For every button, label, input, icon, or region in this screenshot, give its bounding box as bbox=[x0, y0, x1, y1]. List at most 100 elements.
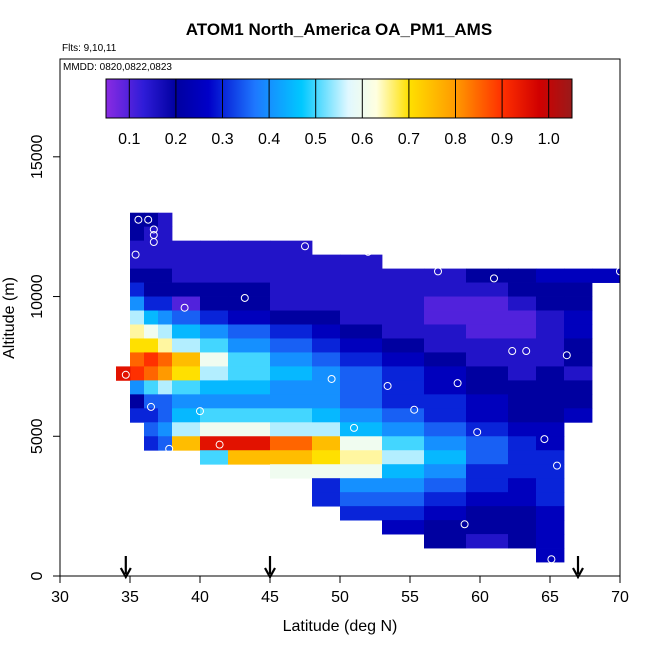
heatmap-cell bbox=[564, 352, 593, 367]
heatmap-cell bbox=[382, 366, 425, 381]
heatmap-cell bbox=[508, 394, 537, 409]
x-tick-label: 35 bbox=[121, 589, 139, 606]
heatmap-cell bbox=[228, 422, 271, 437]
heatmap-cell bbox=[200, 366, 229, 381]
heatmap-cell bbox=[466, 520, 509, 535]
heatmap-cell bbox=[200, 394, 229, 409]
heatmap-cell bbox=[340, 506, 383, 521]
heatmap-cell bbox=[228, 240, 271, 256]
heatmap-cell bbox=[340, 296, 383, 311]
sample-marker bbox=[350, 423, 358, 432]
heatmap-cell bbox=[536, 464, 565, 479]
heatmap-cell bbox=[382, 310, 425, 325]
heatmap-cell bbox=[424, 506, 467, 521]
heatmap-cell bbox=[312, 408, 341, 423]
colorbar-tick-label: 0.5 bbox=[305, 131, 327, 148]
heatmap-cell bbox=[312, 422, 341, 437]
heatmap-cell bbox=[172, 422, 201, 437]
heatmap-cell bbox=[564, 366, 593, 381]
heatmap-cell bbox=[424, 310, 467, 325]
heatmap-cell bbox=[144, 352, 159, 367]
heatmap-cell bbox=[158, 324, 173, 339]
heatmap-cell bbox=[130, 338, 145, 353]
heatmap-cell bbox=[536, 548, 565, 563]
sample-marker bbox=[490, 274, 498, 283]
sample-marker bbox=[131, 250, 140, 259]
heatmap-cell bbox=[466, 352, 509, 367]
heatmap-cell bbox=[424, 394, 467, 409]
sample-marker bbox=[453, 379, 462, 388]
heatmap-cell bbox=[270, 408, 313, 423]
heatmap-cell bbox=[228, 380, 271, 395]
heatmap-cell bbox=[172, 352, 201, 367]
heatmap-cell bbox=[144, 366, 159, 381]
heatmap-cell bbox=[312, 268, 341, 283]
heatmap-cell bbox=[144, 226, 159, 242]
heatmap-cell bbox=[172, 240, 201, 256]
heatmap-cell bbox=[200, 436, 229, 451]
heatmap-cell bbox=[466, 534, 509, 549]
heatmap-cell bbox=[424, 366, 467, 381]
heatmap-cell bbox=[424, 408, 467, 423]
heatmap-cell bbox=[424, 268, 467, 283]
heatmap-cell bbox=[144, 324, 159, 339]
heatmap-cell bbox=[158, 254, 173, 269]
colorbar-tick-label: 1.0 bbox=[538, 131, 560, 148]
heatmap-cell bbox=[200, 450, 229, 465]
flight-arrow-head bbox=[264, 567, 276, 580]
heatmap-cell bbox=[508, 268, 537, 283]
heatmap-cell bbox=[312, 254, 341, 269]
heatmap-cell bbox=[144, 436, 159, 451]
heatmap-cell bbox=[172, 436, 201, 451]
sample-marker bbox=[134, 215, 143, 224]
heatmap-cell bbox=[382, 296, 425, 311]
heatmap-cell bbox=[592, 268, 621, 283]
heatmap-cell bbox=[144, 338, 159, 353]
x-tick-label: 70 bbox=[611, 589, 629, 606]
sample-marker bbox=[508, 347, 517, 356]
heatmap-cell bbox=[130, 212, 145, 228]
heatmap-cell bbox=[130, 296, 145, 311]
heatmap-cell bbox=[312, 366, 341, 381]
flight-arrow-head bbox=[572, 567, 584, 580]
heatmap-cell bbox=[270, 310, 313, 325]
heatmap-cell bbox=[270, 268, 313, 283]
heatmap-cell bbox=[228, 296, 271, 311]
heatmap-cell bbox=[382, 338, 425, 353]
heatmap-cell bbox=[270, 366, 313, 381]
heatmap-cell bbox=[130, 408, 145, 423]
x-tick-label: 60 bbox=[471, 589, 489, 606]
heatmap-cell bbox=[536, 534, 565, 549]
dates-note: MMDD: 0820,0822,0823 bbox=[63, 62, 172, 73]
heatmap-cell bbox=[340, 492, 383, 507]
heatmap-cell bbox=[270, 450, 313, 465]
heatmap-cell bbox=[228, 254, 271, 269]
heatmap-cell bbox=[312, 436, 341, 451]
sample-marker bbox=[121, 370, 130, 379]
sample-marker bbox=[547, 555, 556, 564]
heatmap-cell bbox=[200, 352, 229, 367]
sample-marker bbox=[196, 407, 204, 416]
heatmap-cell bbox=[228, 450, 271, 465]
heatmap-cell bbox=[466, 436, 509, 451]
heatmap-cell bbox=[130, 380, 145, 395]
heatmap-cell bbox=[466, 422, 509, 437]
heatmap-cell bbox=[382, 394, 425, 409]
heatmap-cell bbox=[382, 422, 425, 437]
heatmap-cell bbox=[564, 282, 593, 297]
heatmap-cell bbox=[228, 324, 271, 339]
heatmap-cell bbox=[536, 408, 565, 423]
sample-marker bbox=[460, 520, 469, 529]
heatmap-cell bbox=[200, 338, 229, 353]
flights-note: Flts: 9,10,11 bbox=[62, 43, 117, 54]
heatmap-cell bbox=[270, 394, 313, 409]
heatmap-cell bbox=[172, 380, 201, 395]
heatmap-cell bbox=[466, 380, 509, 395]
heatmap-cell bbox=[158, 268, 173, 283]
heatmap-cell bbox=[536, 380, 565, 395]
heatmap-cell bbox=[564, 394, 593, 409]
colorbar-tick-label: 0.4 bbox=[258, 131, 280, 148]
heatmap-cell bbox=[564, 268, 593, 283]
